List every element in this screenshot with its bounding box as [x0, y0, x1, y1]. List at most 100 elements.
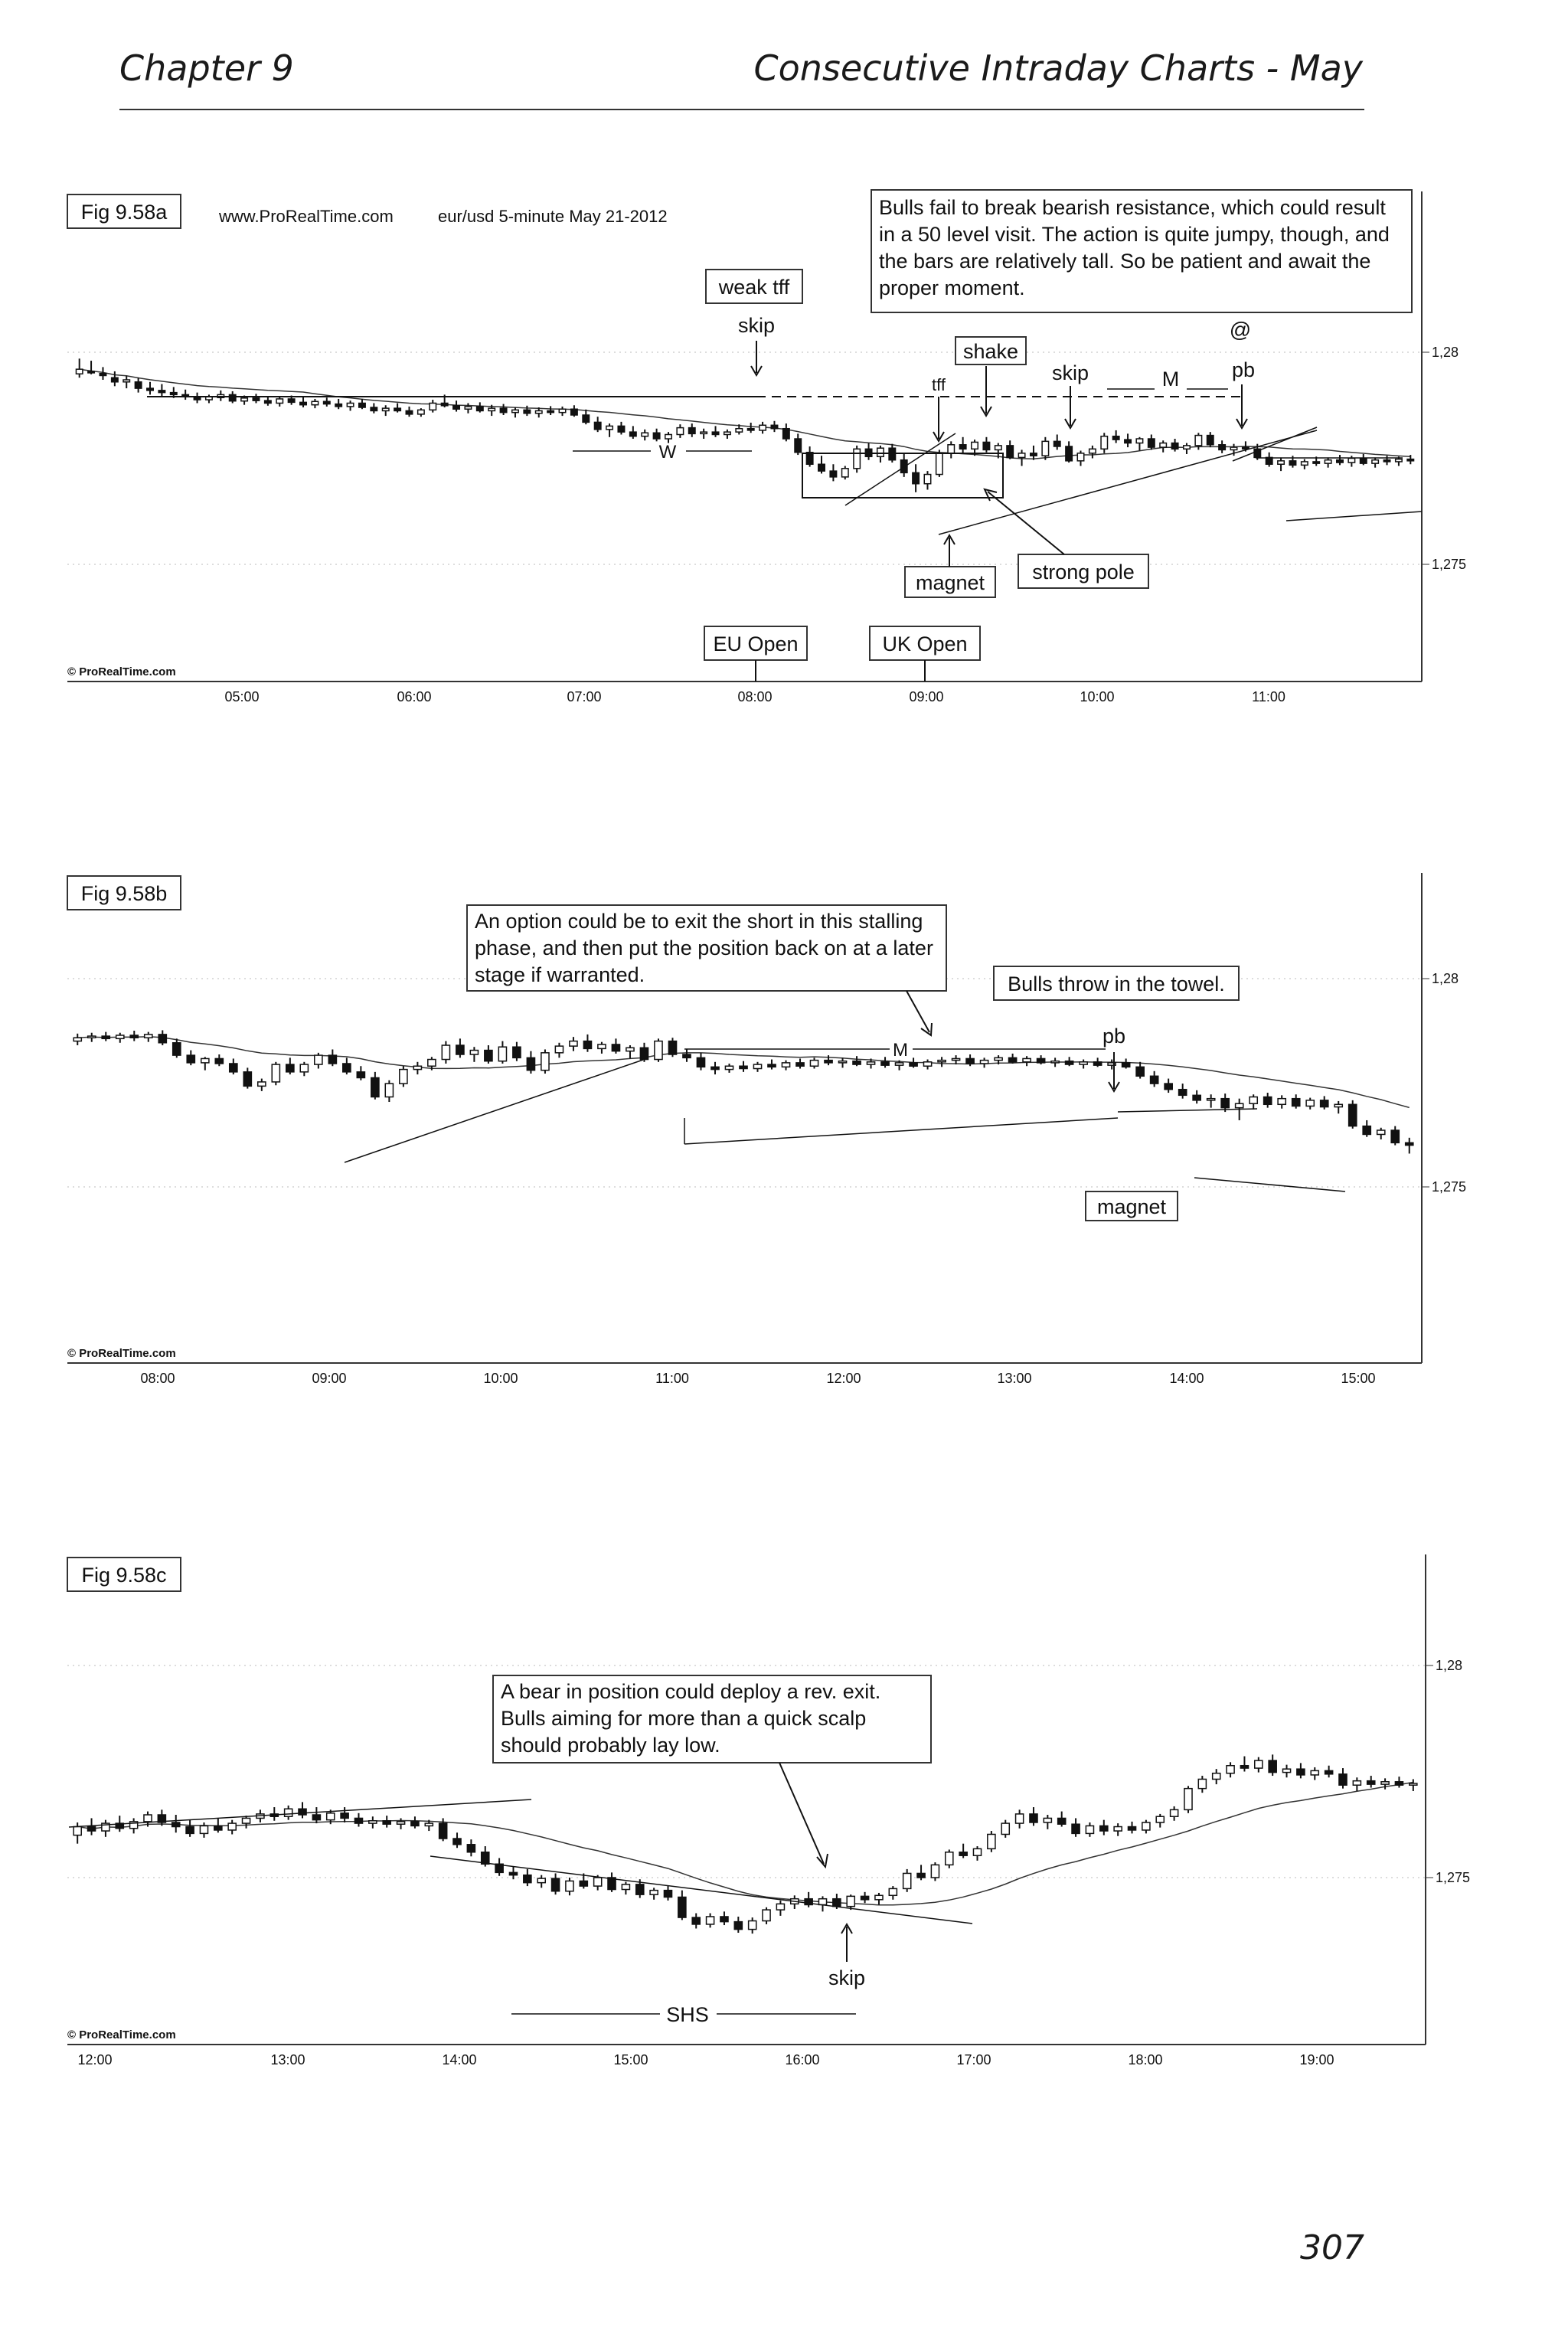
- candle-bull: [1169, 1809, 1179, 1817]
- m-label: M: [893, 1040, 908, 1061]
- callout-text: Bulls fail to break bearish resistance, …: [879, 196, 1390, 299]
- candle-bull: [654, 1040, 663, 1061]
- callout-arrow: [906, 990, 930, 1033]
- x-axis-labels: 05:00 06:00 07:00 08:00 09:00 10:00 11:0…: [224, 689, 1285, 704]
- callout-box: [492, 1675, 932, 1764]
- candle-bear: [852, 1060, 861, 1065]
- eu-open-label: EU Open: [713, 633, 798, 655]
- candle-bear: [287, 398, 296, 404]
- candle-bear: [782, 427, 790, 440]
- x-tick-label: 15:00: [613, 2052, 648, 2068]
- magnet-label: magnet: [916, 571, 985, 594]
- candle-bear: [484, 1049, 493, 1062]
- y-axis-labels: 1,28 1,275: [1422, 345, 1466, 572]
- arrowhead: [1108, 1081, 1120, 1093]
- candle-bull: [1018, 453, 1026, 459]
- x-axis-labels: 12:00 13:00 14:00 15:00 16:00 17:00 18:0…: [77, 2052, 1334, 2068]
- chart-subtitle: eur/usd 5-minute May 21-2012: [438, 207, 668, 226]
- candle-bull: [541, 1052, 550, 1071]
- candle-bear: [794, 438, 802, 453]
- tff-label: tff: [932, 375, 946, 394]
- candle-bull: [1107, 1062, 1116, 1066]
- candle-bear: [495, 1863, 504, 1874]
- candle-bull: [1234, 1103, 1244, 1109]
- candle-bull: [101, 1822, 110, 1832]
- candle-bear: [1338, 1773, 1348, 1786]
- arrowhead: [1064, 418, 1076, 430]
- uk-open-label: UK Open: [882, 633, 967, 655]
- candle-bull: [923, 1061, 933, 1067]
- chart-fig-9-58a: 1,28 1,275 05:00 06:00 07:00 08:00 09:00…: [67, 189, 1466, 704]
- strong-pole-box: [1018, 554, 1149, 589]
- candle-bull: [753, 1064, 763, 1070]
- candle-bull: [894, 1062, 904, 1066]
- candle-bear: [1008, 1057, 1018, 1063]
- candle-bear: [880, 1061, 890, 1066]
- candle-bear: [358, 402, 366, 408]
- candle-bear: [1218, 444, 1227, 451]
- candle-bear: [99, 372, 107, 377]
- x-tick-label: 10:00: [483, 1371, 518, 1386]
- candle-bull: [626, 1047, 635, 1052]
- candle-bear: [340, 1813, 349, 1819]
- at-symbol: @: [1230, 318, 1251, 342]
- candle-bear: [547, 410, 555, 414]
- candle-bear: [570, 408, 578, 416]
- x-tick-label: 14:00: [442, 2052, 476, 2068]
- candle-bull: [73, 1037, 83, 1042]
- candle-bear: [1240, 1764, 1250, 1769]
- moving-average-path: [77, 1781, 1413, 1906]
- candle-bull: [606, 425, 614, 430]
- x-tick-label: 05:00: [224, 689, 259, 704]
- candle-bull: [498, 1046, 508, 1062]
- candle-bear: [1336, 459, 1344, 463]
- candle-bear: [101, 1035, 111, 1040]
- candle-bear: [523, 1874, 532, 1884]
- candle-bear: [146, 387, 154, 391]
- candle-bull: [413, 1065, 423, 1071]
- candle-bear: [1006, 445, 1014, 459]
- candle-bear: [523, 409, 531, 414]
- candle-bear: [87, 1826, 96, 1832]
- skip-label-eu: skip: [738, 314, 775, 337]
- candle-bull: [1155, 1816, 1165, 1823]
- candle-bull: [1182, 445, 1191, 450]
- w-label: W: [659, 442, 677, 463]
- arrowhead: [943, 534, 956, 545]
- x-tick-label: 15:00: [1341, 1371, 1375, 1386]
- candle-bear: [252, 397, 260, 401]
- candle-bull: [227, 1822, 237, 1831]
- candle-bear: [1319, 1100, 1329, 1108]
- strong-pole-label: strong pole: [1032, 561, 1135, 583]
- candle-bear: [1029, 1813, 1038, 1823]
- candle-bear: [480, 1852, 490, 1865]
- candle-bear: [767, 1064, 776, 1068]
- candle-bull: [424, 1822, 434, 1827]
- towel-callout-box: [993, 966, 1240, 1001]
- callout-arrow: [779, 1762, 825, 1865]
- candle-bull: [1076, 453, 1085, 462]
- candle-bear: [312, 1814, 322, 1821]
- candle-bull: [73, 1826, 82, 1836]
- candle-bull: [427, 1058, 436, 1067]
- candle-bull: [554, 1045, 564, 1054]
- candle-bear: [214, 1825, 223, 1831]
- candle-bear: [804, 1898, 813, 1906]
- callout-text: An option could be to exit the short in …: [475, 910, 933, 986]
- candle-bear: [452, 405, 461, 410]
- candle-bull: [1206, 1097, 1216, 1101]
- callout-box: [466, 904, 947, 992]
- candle-bear: [1406, 458, 1415, 462]
- candle-bear: [582, 414, 590, 423]
- arrowhead: [841, 1923, 853, 1934]
- candle-bear: [508, 1871, 518, 1876]
- candle-bear: [1065, 446, 1073, 462]
- candle-bear: [746, 427, 755, 431]
- candle-bull: [1085, 1825, 1095, 1835]
- copyright-label: © ProRealTime.com: [67, 665, 176, 678]
- candle-bear: [228, 1063, 238, 1073]
- candle-bear: [1324, 1770, 1334, 1775]
- candle-bear: [635, 1884, 645, 1895]
- candle-bear: [611, 1044, 621, 1052]
- candle-bull: [971, 441, 979, 450]
